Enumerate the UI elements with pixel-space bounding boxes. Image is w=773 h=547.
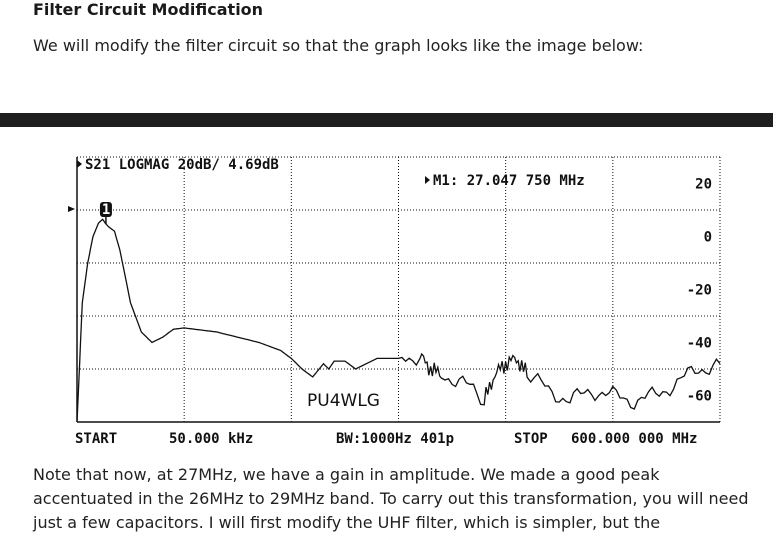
callsign-label: PU4WLG [307, 391, 380, 411]
dark-band [0, 113, 773, 127]
intro-text: We will modify the filter circuit so tha… [33, 36, 644, 55]
marker-box [99, 202, 112, 218]
marker-number: 1 [102, 202, 110, 218]
plot-grid [76, 156, 721, 423]
paragraph-line: just a few capacitors. I will first modi… [33, 513, 661, 532]
trace-indicator-icon [77, 160, 82, 168]
callsign-background [303, 383, 395, 413]
trace-label: S21 LOGMAG 20dB/ 4.69dB [85, 157, 279, 173]
footer-stop-frequency: 600.000 000 MHz [571, 431, 697, 447]
scale-label: -60 [687, 389, 712, 405]
body-paragraph: Note that now, at 27MHz, we have a gain … [33, 463, 753, 535]
vna-screenshot: S21 LOGMAG 20dB/ 4.69dB M1: 27.047 750 M… [0, 127, 773, 457]
footer-stop: STOP [514, 431, 548, 447]
scale-label: 0 [704, 230, 712, 246]
reference-pointer-icon [68, 206, 75, 212]
footer-start: START [75, 431, 117, 447]
marker-flag: 1 [99, 202, 112, 218]
scale-labels: 20 0 -20 -40 -60 [687, 177, 712, 405]
section-heading: Filter Circuit Modification [33, 0, 264, 19]
marker-indicator-icon [425, 176, 430, 184]
trace-line-s21 [76, 218, 721, 423]
footer-start-frequency: 50.000 kHz [169, 431, 253, 447]
vna-plot: S21 LOGMAG 20dB/ 4.69dB M1: 27.047 750 M… [68, 156, 721, 447]
paragraph-line: accentuated in the 26MHz to 29MHz band. … [33, 489, 749, 508]
scale-label: -40 [687, 336, 712, 352]
trace-layer [76, 217, 721, 423]
marker-readout: M1: 27.047 750 MHz [433, 173, 585, 189]
paragraph-line: Note that now, at 27MHz, we have a gain … [33, 465, 660, 484]
scale-label: 20 [695, 177, 712, 193]
footer-bandwidth: BW:1000Hz 401p [336, 431, 454, 447]
scale-label: -20 [687, 283, 712, 299]
